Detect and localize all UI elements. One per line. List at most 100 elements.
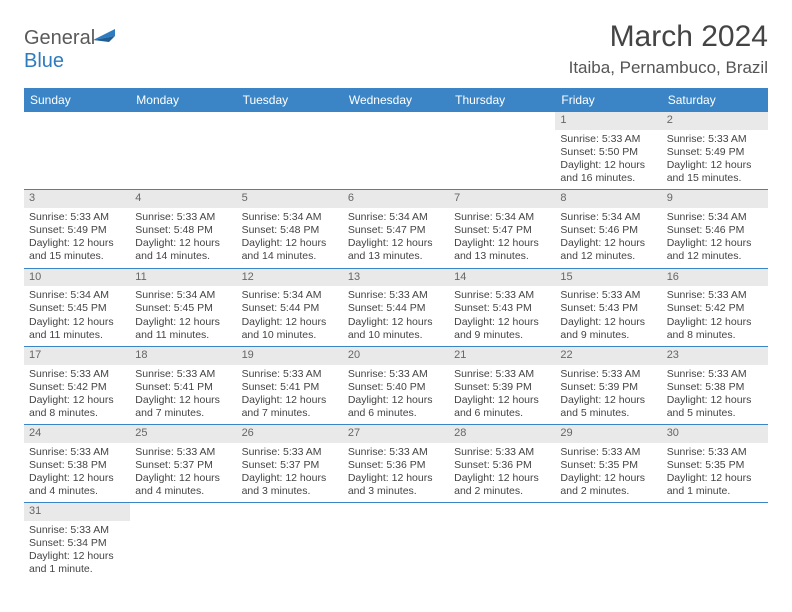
sunset-line: Sunset: 5:49 PM	[29, 224, 125, 237]
day-body: Sunrise: 5:33 AMSunset: 5:34 PMDaylight:…	[24, 521, 130, 581]
sunrise-line: Sunrise: 5:33 AM	[348, 289, 444, 302]
daylight-line: Daylight: 12 hours and 3 minutes.	[242, 472, 338, 498]
day-body: Sunrise: 5:33 AMSunset: 5:36 PMDaylight:…	[343, 443, 449, 503]
day-number: 5	[237, 190, 343, 208]
day-number: 9	[662, 190, 768, 208]
daylight-line: Daylight: 12 hours and 1 minute.	[29, 550, 125, 576]
day-number: 11	[130, 269, 236, 287]
daylight-line: Daylight: 12 hours and 4 minutes.	[135, 472, 231, 498]
day-body: Sunrise: 5:34 AMSunset: 5:46 PMDaylight:…	[555, 208, 661, 268]
calendar-cell: 14Sunrise: 5:33 AMSunset: 5:43 PMDayligh…	[449, 268, 555, 346]
calendar-cell: 22Sunrise: 5:33 AMSunset: 5:39 PMDayligh…	[555, 346, 661, 424]
day-body: Sunrise: 5:33 AMSunset: 5:35 PMDaylight:…	[662, 443, 768, 503]
daylight-line: Daylight: 12 hours and 10 minutes.	[242, 316, 338, 342]
day-number: 4	[130, 190, 236, 208]
sunrise-line: Sunrise: 5:33 AM	[242, 446, 338, 459]
sunrise-line: Sunrise: 5:34 AM	[667, 211, 763, 224]
logo-word2: Blue	[24, 50, 64, 72]
day-body: Sunrise: 5:33 AMSunset: 5:39 PMDaylight:…	[449, 365, 555, 425]
daylight-line: Daylight: 12 hours and 2 minutes.	[560, 472, 656, 498]
day-number: 30	[662, 425, 768, 443]
calendar-cell	[662, 503, 768, 581]
day-number: 23	[662, 347, 768, 365]
sunrise-line: Sunrise: 5:33 AM	[242, 368, 338, 381]
sunset-line: Sunset: 5:42 PM	[29, 381, 125, 394]
daylight-line: Daylight: 12 hours and 13 minutes.	[454, 237, 550, 263]
day-number: 19	[237, 347, 343, 365]
day-body: Sunrise: 5:34 AMSunset: 5:44 PMDaylight:…	[237, 286, 343, 346]
header: GeneralBlue March 2024 Itaiba, Pernambuc…	[24, 20, 768, 78]
title-block: March 2024 Itaiba, Pernambuco, Brazil	[569, 20, 768, 78]
flag-icon	[93, 26, 119, 50]
sunset-line: Sunset: 5:36 PM	[348, 459, 444, 472]
calendar-cell	[449, 112, 555, 190]
daylight-line: Daylight: 12 hours and 8 minutes.	[29, 394, 125, 420]
day-number: 27	[343, 425, 449, 443]
sunset-line: Sunset: 5:46 PM	[560, 224, 656, 237]
calendar-cell	[343, 112, 449, 190]
day-body: Sunrise: 5:34 AMSunset: 5:48 PMDaylight:…	[237, 208, 343, 268]
day-body: Sunrise: 5:34 AMSunset: 5:45 PMDaylight:…	[24, 286, 130, 346]
day-body: Sunrise: 5:33 AMSunset: 5:36 PMDaylight:…	[449, 443, 555, 503]
sunrise-line: Sunrise: 5:33 AM	[348, 368, 444, 381]
sunrise-line: Sunrise: 5:33 AM	[135, 446, 231, 459]
sunrise-line: Sunrise: 5:33 AM	[560, 368, 656, 381]
calendar-cell: 1Sunrise: 5:33 AMSunset: 5:50 PMDaylight…	[555, 112, 661, 190]
day-body: Sunrise: 5:34 AMSunset: 5:47 PMDaylight:…	[449, 208, 555, 268]
sunset-line: Sunset: 5:48 PM	[135, 224, 231, 237]
day-number: 22	[555, 347, 661, 365]
day-number: 24	[24, 425, 130, 443]
sunset-line: Sunset: 5:34 PM	[29, 537, 125, 550]
calendar-cell: 19Sunrise: 5:33 AMSunset: 5:41 PMDayligh…	[237, 346, 343, 424]
daylight-line: Daylight: 12 hours and 13 minutes.	[348, 237, 444, 263]
sunrise-line: Sunrise: 5:33 AM	[29, 524, 125, 537]
daylight-line: Daylight: 12 hours and 9 minutes.	[560, 316, 656, 342]
calendar-cell	[130, 112, 236, 190]
day-body: Sunrise: 5:33 AMSunset: 5:44 PMDaylight:…	[343, 286, 449, 346]
day-number: 14	[449, 269, 555, 287]
day-number: 20	[343, 347, 449, 365]
calendar-cell: 8Sunrise: 5:34 AMSunset: 5:46 PMDaylight…	[555, 190, 661, 268]
calendar-cell: 28Sunrise: 5:33 AMSunset: 5:36 PMDayligh…	[449, 425, 555, 503]
day-number: 13	[343, 269, 449, 287]
day-number: 17	[24, 347, 130, 365]
sunrise-line: Sunrise: 5:34 AM	[29, 289, 125, 302]
day-number: 6	[343, 190, 449, 208]
day-body: Sunrise: 5:33 AMSunset: 5:49 PMDaylight:…	[24, 208, 130, 268]
sunset-line: Sunset: 5:35 PM	[667, 459, 763, 472]
daylight-line: Daylight: 12 hours and 4 minutes.	[29, 472, 125, 498]
day-body: Sunrise: 5:33 AMSunset: 5:35 PMDaylight:…	[555, 443, 661, 503]
calendar-cell: 17Sunrise: 5:33 AMSunset: 5:42 PMDayligh…	[24, 346, 130, 424]
calendar-cell	[237, 112, 343, 190]
calendar-cell	[24, 112, 130, 190]
sunset-line: Sunset: 5:35 PM	[560, 459, 656, 472]
sunset-line: Sunset: 5:39 PM	[454, 381, 550, 394]
calendar-cell: 20Sunrise: 5:33 AMSunset: 5:40 PMDayligh…	[343, 346, 449, 424]
sunrise-line: Sunrise: 5:33 AM	[667, 446, 763, 459]
sunset-line: Sunset: 5:47 PM	[348, 224, 444, 237]
sunrise-line: Sunrise: 5:33 AM	[29, 211, 125, 224]
sunset-line: Sunset: 5:43 PM	[454, 302, 550, 315]
calendar-cell	[449, 503, 555, 581]
sunset-line: Sunset: 5:46 PM	[667, 224, 763, 237]
sunset-line: Sunset: 5:39 PM	[560, 381, 656, 394]
calendar-cell	[130, 503, 236, 581]
sunset-line: Sunset: 5:38 PM	[667, 381, 763, 394]
day-body: Sunrise: 5:33 AMSunset: 5:40 PMDaylight:…	[343, 365, 449, 425]
daylight-line: Daylight: 12 hours and 12 minutes.	[560, 237, 656, 263]
sunrise-line: Sunrise: 5:33 AM	[560, 133, 656, 146]
day-body: Sunrise: 5:33 AMSunset: 5:43 PMDaylight:…	[449, 286, 555, 346]
daylight-line: Daylight: 12 hours and 14 minutes.	[242, 237, 338, 263]
calendar-cell: 21Sunrise: 5:33 AMSunset: 5:39 PMDayligh…	[449, 346, 555, 424]
day-body: Sunrise: 5:33 AMSunset: 5:38 PMDaylight:…	[24, 443, 130, 503]
sunset-line: Sunset: 5:44 PM	[242, 302, 338, 315]
day-body: Sunrise: 5:34 AMSunset: 5:47 PMDaylight:…	[343, 208, 449, 268]
sunrise-line: Sunrise: 5:33 AM	[29, 446, 125, 459]
calendar-cell: 25Sunrise: 5:33 AMSunset: 5:37 PMDayligh…	[130, 425, 236, 503]
daylight-line: Daylight: 12 hours and 10 minutes.	[348, 316, 444, 342]
logo: GeneralBlue	[24, 20, 119, 73]
day-body: Sunrise: 5:33 AMSunset: 5:37 PMDaylight:…	[130, 443, 236, 503]
calendar-cell: 6Sunrise: 5:34 AMSunset: 5:47 PMDaylight…	[343, 190, 449, 268]
day-number: 16	[662, 269, 768, 287]
day-number: 10	[24, 269, 130, 287]
